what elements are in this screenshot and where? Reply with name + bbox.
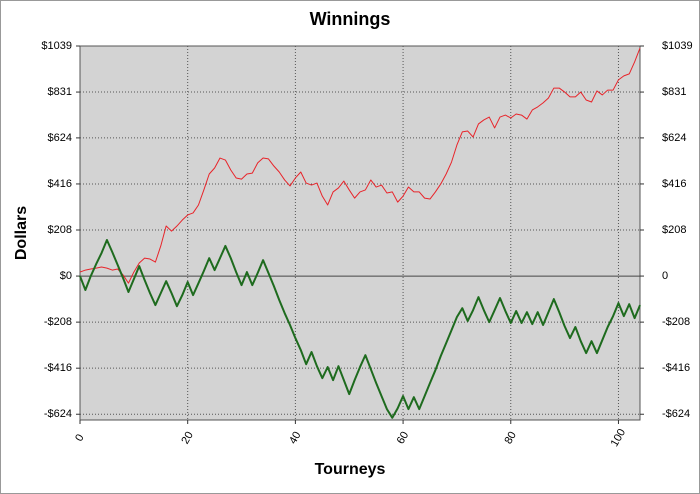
y-tick-label: $1039 xyxy=(41,40,72,52)
y-tick-label: -$416 xyxy=(44,362,72,374)
y2-tick-label: -$208 xyxy=(662,316,690,328)
y-tick-label: $624 xyxy=(48,132,72,144)
y-tick-label: $416 xyxy=(48,178,72,190)
x-axis-title: Tourneys xyxy=(315,461,386,478)
y2-tick-label: -$624 xyxy=(662,408,690,420)
chart-title: Winnings xyxy=(310,9,391,29)
x-tick-label: 40 xyxy=(287,430,304,447)
series-line xyxy=(79,238,641,419)
y2-tick-label: $1039 xyxy=(662,40,693,52)
y2-tick-label: $416 xyxy=(662,178,686,190)
x-tick-label: 60 xyxy=(395,430,412,447)
series-line xyxy=(79,47,641,284)
y2-tick-label: -$416 xyxy=(662,362,690,374)
y-axis-title: Dollars xyxy=(13,206,30,260)
y2-tick-label: $624 xyxy=(662,132,686,144)
y-tick-label: -$624 xyxy=(44,408,72,420)
y2-tick-label: 0 xyxy=(662,270,668,282)
y2-tick-label: $208 xyxy=(662,224,686,236)
x-tick-label: 0 xyxy=(73,432,86,443)
x-tick-label: 20 xyxy=(179,430,196,447)
y2-tick-label: $831 xyxy=(662,86,686,98)
y-tick-label: $0 xyxy=(60,270,72,282)
x-tick-label: 80 xyxy=(502,430,519,447)
y-tick-label: $831 xyxy=(48,86,72,98)
y-tick-label: -$208 xyxy=(44,316,72,328)
y-tick-label: $208 xyxy=(48,224,72,236)
plot-area xyxy=(79,45,641,421)
